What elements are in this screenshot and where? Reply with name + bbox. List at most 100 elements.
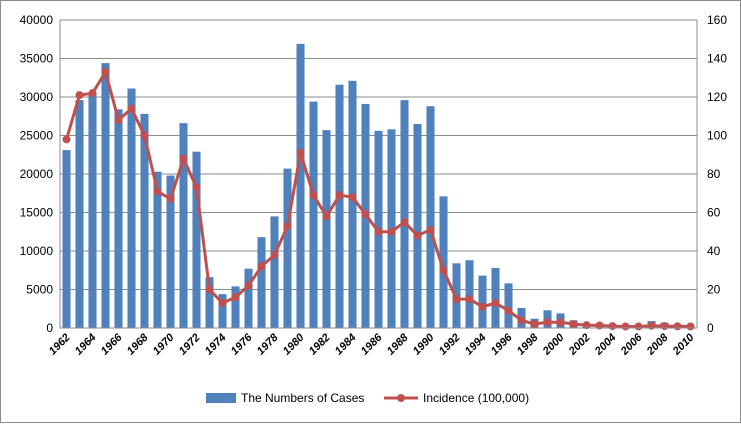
x-tick-label: 2008 [644, 331, 671, 358]
bar-1981 [309, 101, 318, 329]
legend: The Numbers of Cases Incidence (100,000) [206, 391, 529, 405]
bar-1980 [296, 43, 305, 329]
bar-1978 [270, 216, 279, 328]
bar-1984 [348, 80, 357, 328]
bar-1968 [140, 113, 149, 328]
x-tick-label: 1980 [281, 331, 307, 357]
incidence-point-1985 [361, 210, 370, 219]
x-tick-label: 2002 [566, 332, 593, 359]
bar-1994 [478, 275, 487, 328]
x-tick-label: 1986 [359, 331, 385, 357]
incidence-point-1988 [400, 218, 409, 227]
y-tick-label-left: 0 [46, 321, 53, 335]
incidence-point-2001 [569, 320, 578, 329]
x-tick-label: 1972 [177, 332, 203, 358]
x-tick-label: 1984 [333, 332, 359, 358]
bar-1977 [257, 237, 266, 328]
incidence-point-1990 [426, 225, 435, 234]
legend-swatch-incidence-marker [397, 394, 405, 402]
x-tick-label: 1982 [307, 332, 333, 358]
incidence-point-1999 [543, 318, 552, 327]
bar-1963 [75, 100, 84, 328]
bar-1962 [62, 150, 71, 328]
bar-1996 [504, 283, 513, 328]
incidence-point-1974 [218, 298, 227, 307]
x-tick-label: 1964 [73, 332, 99, 358]
bar-1970 [166, 175, 175, 328]
bar-1964 [88, 93, 97, 329]
incidence-point-2005 [621, 322, 630, 331]
incidence-point-2004 [608, 322, 617, 331]
incidence-point-1978 [270, 250, 279, 259]
x-tick-label: 1968 [125, 331, 151, 357]
x-tick-label: 1974 [203, 332, 229, 358]
incidence-point-1992 [452, 295, 461, 304]
incidence-point-1989 [413, 231, 422, 240]
x-tick-label: 2004 [592, 332, 619, 359]
incidence-point-1962 [62, 135, 71, 144]
bar-1982 [322, 130, 331, 328]
y-tick-label-left: 5000 [26, 283, 53, 297]
incidence-point-1993 [465, 295, 474, 304]
legend-swatch-cases [206, 393, 236, 403]
bar-1993 [465, 260, 474, 328]
line-series-incidence [62, 67, 695, 331]
incidence-point-1981 [309, 191, 318, 200]
incidence-point-1971 [179, 154, 188, 163]
bar-1991 [439, 196, 448, 328]
incidence-point-1995 [491, 298, 500, 307]
bar-1972 [192, 151, 201, 328]
axes: 0500010000150002000025000300003500040000… [20, 13, 728, 358]
x-tick-label: 1966 [99, 331, 125, 357]
incidence-point-1982 [322, 212, 331, 221]
x-tick-label: 1970 [151, 331, 177, 357]
x-tick-label: 2000 [540, 331, 567, 358]
bar-1990 [426, 106, 435, 329]
y-tick-label-left: 40000 [20, 13, 54, 27]
bar-1974 [218, 294, 227, 328]
incidence-point-1965 [101, 67, 110, 76]
bar-1995 [491, 267, 500, 328]
incidence-point-1970 [166, 195, 175, 204]
incidence-point-1964 [88, 89, 97, 98]
y-tick-label-right: 20 [707, 283, 721, 297]
incidence-point-1972 [192, 183, 201, 192]
incidence-point-1983 [335, 191, 344, 200]
bar-1988 [400, 100, 409, 328]
legend-label-cases: The Numbers of Cases [241, 391, 364, 405]
y-tick-label-right: 80 [707, 167, 721, 181]
y-tick-label-left: 15000 [20, 206, 54, 220]
y-tick-label-left: 25000 [20, 129, 54, 143]
y-tick-label-right: 160 [707, 13, 727, 27]
incidence-point-1979 [283, 221, 292, 230]
y-tick-label-right: 60 [707, 206, 721, 220]
legend-label-incidence: Incidence (100,000) [423, 391, 529, 405]
incidence-point-2003 [595, 321, 604, 330]
incidence-point-1984 [348, 193, 357, 202]
incidence-point-1994 [478, 302, 487, 311]
y-tick-label-right: 100 [707, 129, 727, 143]
incidence-point-2002 [582, 321, 591, 330]
bar-1967 [127, 88, 136, 328]
incidence-point-1969 [153, 187, 162, 196]
incidence-point-1968 [140, 131, 149, 140]
incidence-point-2008 [660, 322, 669, 331]
incidence-point-1977 [257, 262, 266, 271]
incidence-point-1998 [530, 320, 539, 329]
y-tick-label-left: 35000 [20, 52, 54, 66]
y-tick-label-left: 20000 [20, 167, 54, 181]
incidence-point-2010 [686, 322, 695, 331]
incidence-point-1967 [127, 104, 136, 113]
bar-1969 [153, 171, 162, 328]
incidence-point-1997 [517, 316, 526, 325]
bar-1973 [205, 277, 214, 328]
incidence-point-1973 [205, 285, 214, 294]
x-tick-label: 2006 [618, 331, 645, 358]
incidence-point-1980 [296, 148, 305, 157]
y-tick-label-left: 30000 [20, 90, 54, 104]
x-tick-label: 1988 [385, 331, 411, 357]
y-tick-label-left: 10000 [20, 244, 54, 258]
y-tick-label-right: 0 [707, 321, 714, 335]
incidence-point-1991 [439, 266, 448, 275]
bar-1975 [231, 286, 240, 328]
